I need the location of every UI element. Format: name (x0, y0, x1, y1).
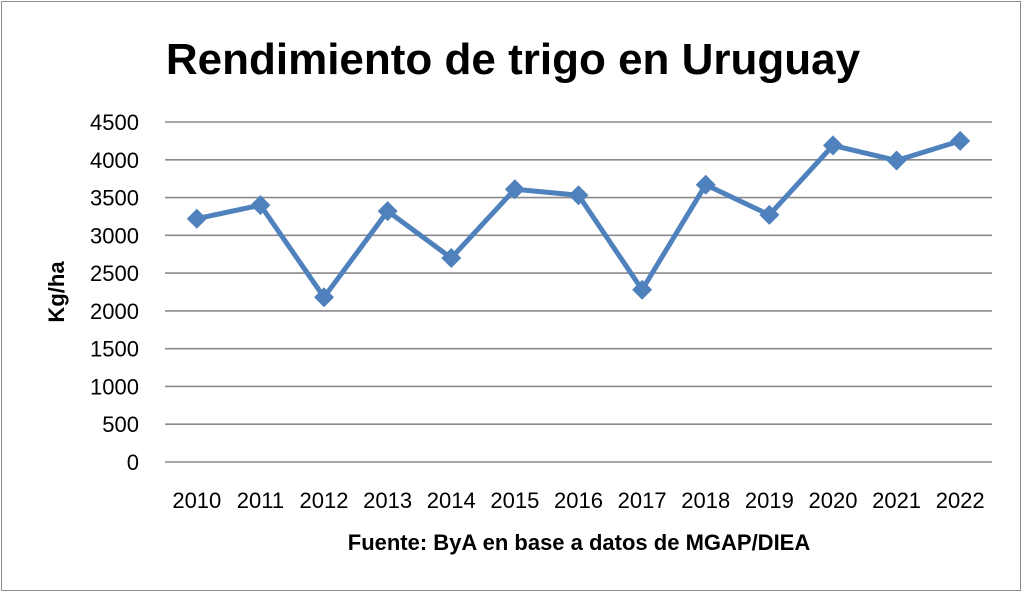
y-tick-label: 4500 (90, 110, 139, 135)
y-tick-label: 3000 (90, 223, 139, 248)
chart-title: Rendimiento de trigo en Uruguay (166, 35, 861, 84)
data-point-marker (504, 179, 525, 200)
y-tick-label: 500 (102, 412, 139, 437)
y-tick-label: 1000 (90, 374, 139, 399)
data-point-marker (695, 174, 716, 195)
data-point-marker (950, 130, 971, 151)
y-axis-ticks: 0 500 1000 1500 2000 2500 3000 3500 4000 4500 (90, 110, 139, 475)
x-tick-label: 2019 (745, 488, 794, 513)
data-point-marker (886, 150, 907, 171)
y-tick-label: 3500 (90, 186, 139, 211)
y-tick-label: 2000 (90, 299, 139, 324)
data-point-marker (314, 287, 335, 308)
data-point-marker (759, 204, 780, 225)
x-tick-label: 2016 (554, 488, 603, 513)
data-point-marker (822, 135, 843, 156)
y-tick-label: 0 (127, 450, 139, 475)
y-axis-label: Kg/ha (44, 261, 69, 323)
y-tick-label: 2500 (90, 261, 139, 286)
x-tick-label: 2012 (300, 488, 349, 513)
x-tick-label: 2010 (172, 488, 221, 513)
x-tick-label: 2020 (808, 488, 857, 513)
y-tick-label: 1500 (90, 337, 139, 362)
x-tick-label: 2014 (427, 488, 476, 513)
data-point-marker (568, 185, 589, 206)
data-point-marker (377, 201, 398, 222)
x-tick-label: 2013 (363, 488, 412, 513)
x-axis-label: Fuente: ByA en base a datos de MGAP/DIEA (348, 530, 811, 555)
x-tick-label: 2015 (490, 488, 539, 513)
gridlines (165, 121, 992, 463)
x-tick-label: 2022 (936, 488, 985, 513)
data-point-marker (441, 248, 462, 268)
series-group (186, 130, 971, 308)
data-point-marker (186, 208, 207, 229)
x-tick-label: 2021 (872, 488, 921, 513)
data-point-marker (250, 195, 271, 216)
x-tick-label: 2011 (237, 488, 284, 513)
data-point-marker (632, 279, 653, 300)
y-tick-label: 4000 (90, 148, 139, 173)
x-tick-label: 2017 (618, 488, 667, 513)
x-axis-ticks: 2010 2011 2012 2013 2014 2015 2016 2017 2018 2019… (172, 488, 984, 513)
x-tick-label: 2018 (681, 488, 730, 513)
